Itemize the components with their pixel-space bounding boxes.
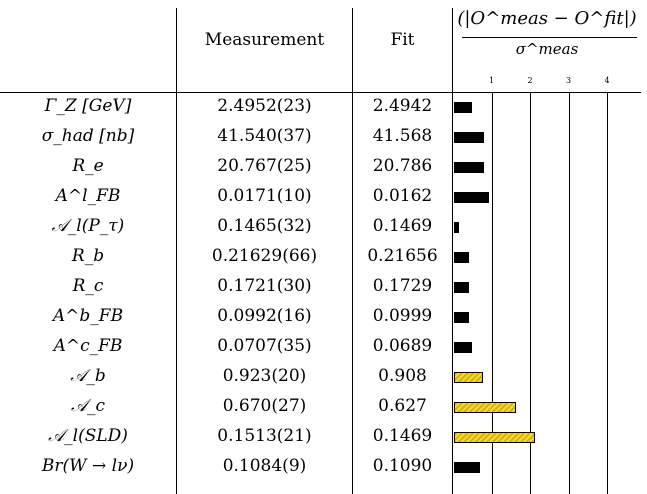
row-fit: 0.0999 — [372, 306, 433, 326]
row-measurement: 0.0171(10) — [217, 186, 312, 206]
row-pull-bar — [454, 192, 489, 203]
row-measurement: 0.1721(30) — [217, 276, 312, 296]
row-pull-bar — [454, 162, 485, 173]
pull-gridline — [607, 92, 608, 494]
pull-gridline — [530, 92, 531, 494]
row-fit: 0.0162 — [372, 186, 433, 206]
row-fit: 0.21656 — [367, 246, 438, 266]
row-observable: A^c_FB — [53, 336, 123, 356]
row-fit: 0.0689 — [372, 336, 433, 356]
row-observable: A^b_FB — [52, 306, 124, 326]
row-pull-bar — [454, 282, 470, 293]
pull-tick-label: 4 — [604, 76, 610, 85]
header-pull-denominator: σ^meas — [515, 40, 579, 58]
header-fit: Fit — [390, 30, 415, 50]
pull-tick-label: 1 — [488, 76, 495, 85]
row-pull-bar — [454, 372, 483, 383]
row-observable: Br(W → lν) — [41, 456, 135, 476]
row-fit: 0.1469 — [372, 216, 433, 236]
row-fit: 0.908 — [378, 366, 427, 386]
row-pull-bar — [454, 222, 459, 233]
row-measurement: 0.1513(21) — [217, 426, 312, 446]
row-observable: R_b — [71, 246, 105, 266]
row-measurement: 20.767(25) — [217, 156, 312, 176]
row-fit: 41.568 — [372, 126, 433, 146]
row-measurement: 0.1084(9) — [222, 456, 307, 476]
row-observable: A^l_FB — [55, 186, 121, 206]
row-measurement: 0.1465(32) — [217, 216, 312, 236]
row-pull-bar — [454, 342, 473, 353]
row-measurement: 41.540(37) — [217, 126, 312, 146]
row-observable: 𝒜_l(P_τ) — [51, 216, 125, 236]
row-measurement: 2.4952(23) — [217, 96, 312, 116]
row-fit: 0.627 — [378, 396, 427, 416]
header-measurement: Measurement — [204, 30, 325, 50]
row-fit: 0.1090 — [372, 456, 433, 476]
row-pull-bar — [454, 252, 470, 263]
row-observable: Γ_Z [GeV] — [44, 96, 132, 116]
header-pull-fraction-bar — [462, 37, 637, 38]
row-observable: R_c — [72, 276, 104, 296]
row-pull-bar — [454, 462, 480, 473]
header-rule — [0, 92, 641, 93]
row-pull-bar — [454, 132, 485, 143]
separator-label-col — [176, 8, 177, 494]
row-measurement: 0.0992(16) — [217, 306, 312, 326]
row-observable: R_e — [72, 156, 104, 176]
row-measurement: 0.21629(66) — [211, 246, 318, 266]
row-fit: 0.1729 — [372, 276, 433, 296]
row-fit: 0.1469 — [372, 426, 433, 446]
pull-gridline — [568, 92, 570, 494]
row-observable: 𝒜_b — [70, 366, 106, 386]
row-pull-bar — [454, 402, 516, 413]
pull-tick-label: 3 — [565, 76, 572, 85]
pull-gridline — [491, 92, 493, 494]
separator-meas-col — [352, 8, 353, 494]
separator-fit-col — [452, 8, 453, 494]
row-pull-bar — [454, 102, 473, 113]
row-measurement: 0.670(27) — [222, 396, 307, 416]
row-observable: 𝒜_l(SLD) — [48, 426, 128, 446]
pull-tick-label: 2 — [527, 76, 533, 85]
row-observable: σ_had [nb] — [41, 126, 135, 146]
row-pull-bar — [454, 432, 535, 443]
row-measurement: 0.923(20) — [222, 366, 307, 386]
row-pull-bar — [454, 312, 470, 323]
row-fit: 2.4942 — [372, 96, 433, 116]
row-measurement: 0.0707(35) — [217, 336, 312, 356]
header-pull-numerator: (|O^meas − O^fit|) — [457, 8, 637, 29]
row-fit: 20.786 — [372, 156, 433, 176]
row-observable: 𝒜_c — [70, 396, 106, 416]
